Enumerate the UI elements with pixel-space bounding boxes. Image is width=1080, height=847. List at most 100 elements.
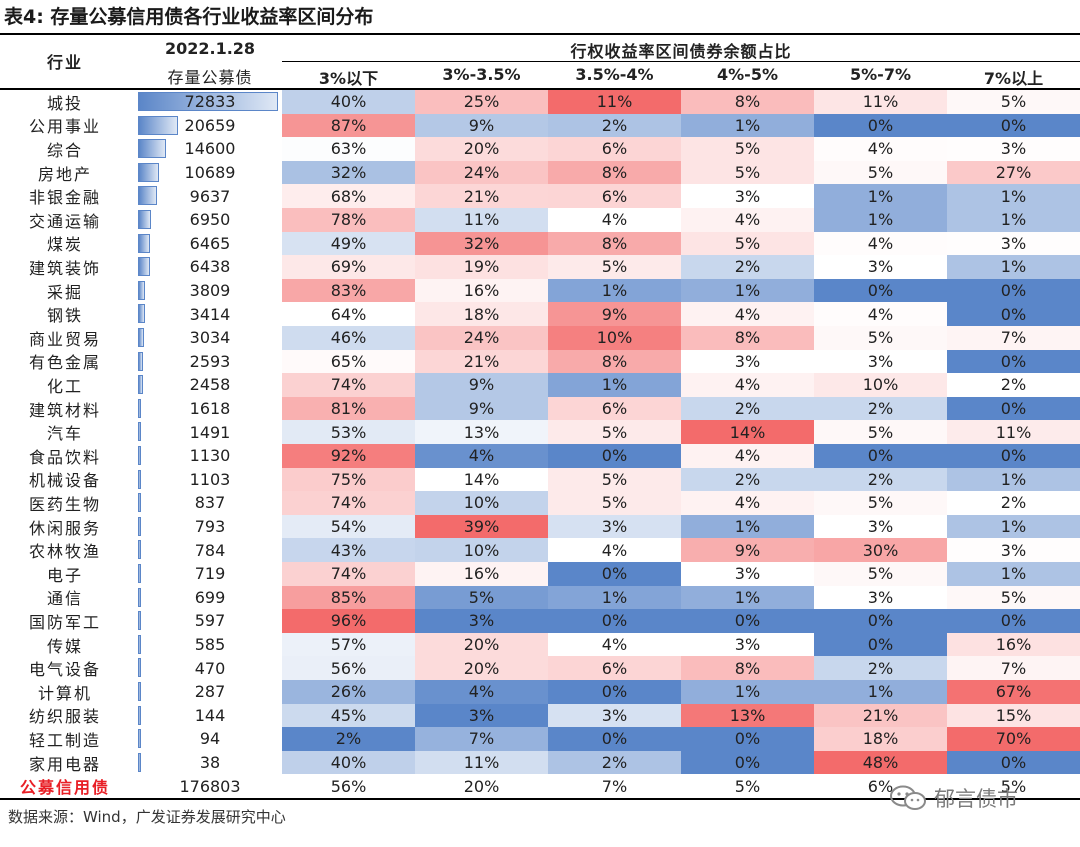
pct-cell: 18%	[415, 302, 548, 326]
pct-cell: 46%	[282, 326, 415, 350]
pct-cell: 0%	[814, 444, 947, 468]
pct-cell: 4%	[681, 373, 814, 397]
amount-value: 793	[194, 517, 226, 537]
watermark: 郁言债市	[888, 782, 1018, 814]
pct-cell: 4%	[814, 137, 947, 161]
pct-cell: 4%	[548, 632, 681, 657]
industry-label: 机械设备	[28, 471, 101, 491]
amount-bar	[138, 469, 141, 489]
amount-value: 287	[194, 682, 226, 702]
amount-value: 2458	[189, 375, 231, 395]
industry-label: 电气设备	[28, 660, 101, 680]
pct-cell: 11%	[415, 208, 548, 232]
pct-cell: 2%	[947, 491, 1080, 515]
amount-value: 20659	[184, 115, 236, 135]
pct-cell: 1%	[681, 278, 814, 303]
amount-value: 94	[199, 729, 221, 749]
pct-cell: 32%	[282, 160, 415, 185]
amount-value: 144	[194, 705, 226, 725]
amount-value: 784	[194, 540, 226, 560]
pct-cell: 1%	[681, 680, 814, 704]
header-industry: 行业	[46, 53, 83, 72]
amount-value: 699	[194, 587, 226, 607]
pct-cell: 11%	[814, 90, 947, 114]
industry-label: 轻工制造	[28, 730, 101, 750]
pct-cell: 30%	[814, 538, 947, 562]
header-bucket-1: 3%以下	[318, 69, 379, 88]
total-row: 公募信用债 176803 56% 20% 7% 5% 6% 5%	[0, 774, 1080, 798]
pct-cell: 1%	[947, 255, 1080, 279]
amount-bar	[138, 92, 278, 111]
pct-cell: 26%	[282, 680, 415, 704]
pct-cell: 70%	[947, 727, 1080, 751]
industry-label: 房地产	[37, 164, 92, 184]
amount-bar	[138, 398, 142, 418]
amount-value: 9637	[189, 186, 231, 206]
pct-cell: 8%	[548, 231, 681, 256]
table-row: 轻工制造 94 2% 7% 0% 0% 18% 70%	[0, 727, 1080, 751]
pct-cell: 40%	[282, 90, 415, 114]
pct-cell: 85%	[282, 585, 415, 610]
table-row: 纺织服装 144 45% 3% 3% 13% 21% 15%	[0, 703, 1080, 728]
pct-cell: 74%	[282, 373, 415, 397]
pct-cell: 5%	[814, 562, 947, 586]
table-row: 建筑装饰 6438 69% 19% 5% 2% 3% 1%	[0, 255, 1080, 279]
pct-cell: 65%	[282, 349, 415, 374]
pct-cell: 21%	[814, 703, 947, 728]
industry-label: 通信	[46, 589, 83, 609]
amount-bar	[138, 587, 141, 607]
table-row: 建筑材料 1618 81% 9% 6% 2% 2% 0%	[0, 396, 1080, 421]
pct-cell: 9%	[415, 396, 548, 421]
amount-value: 2593	[189, 351, 231, 371]
pct-cell: 3%	[814, 514, 947, 539]
header-divider	[282, 61, 1080, 62]
pct-cell: 5%	[415, 585, 548, 610]
pct-cell: 9%	[548, 302, 681, 326]
table-row: 传媒 585 57% 20% 4% 3% 0% 16%	[0, 632, 1080, 657]
pct-cell: 3%	[681, 562, 814, 586]
pct-cell: 32%	[415, 231, 548, 256]
industry-label: 非银金融	[28, 188, 101, 208]
pct-cell: 4%	[814, 302, 947, 326]
pct-cell: 7%	[548, 774, 681, 798]
amount-value: 1618	[189, 399, 231, 419]
pct-cell: 3%	[947, 231, 1080, 256]
pct-cell: 6%	[548, 396, 681, 421]
source-note: 数据来源：Wind，广发证券发展研究中心	[8, 808, 286, 826]
pct-cell: 3%	[548, 703, 681, 728]
pct-cell: 48%	[814, 750, 947, 775]
amount-bar	[138, 328, 144, 347]
pct-cell: 92%	[282, 444, 415, 468]
pct-cell: 24%	[415, 326, 548, 350]
table-row: 采掘 3809 83% 16% 1% 1% 0% 0%	[0, 278, 1080, 303]
pct-cell: 0%	[548, 609, 681, 633]
amount-value: 3809	[189, 281, 231, 301]
pct-cell: 2%	[814, 656, 947, 680]
table-row: 汽车 1491 53% 13% 5% 14% 5% 11%	[0, 420, 1080, 444]
industry-label: 煤炭	[46, 235, 83, 255]
pct-cell: 10%	[415, 538, 548, 562]
amount-bar	[138, 540, 141, 560]
pct-cell: 40%	[282, 750, 415, 775]
industry-label: 建筑材料	[28, 400, 101, 420]
table-row: 电子 719 74% 16% 0% 3% 5% 1%	[0, 562, 1080, 586]
amount-value: 585	[194, 635, 226, 655]
table-row: 通信 699 85% 5% 1% 1% 3% 5%	[0, 585, 1080, 610]
pct-cell: 1%	[681, 514, 814, 539]
pct-cell: 5%	[947, 585, 1080, 610]
pct-cell: 3%	[548, 514, 681, 539]
pct-cell: 3%	[814, 585, 947, 610]
amount-bar	[138, 375, 143, 395]
header-bucket-6: 7%以上	[983, 69, 1044, 88]
amount-bar	[138, 752, 141, 772]
amount-bar	[138, 516, 141, 536]
industry-label: 国防军工	[28, 612, 101, 632]
pct-cell: 3%	[681, 349, 814, 374]
amount-value: 6950	[189, 210, 231, 230]
industry-label: 食品饮料	[28, 447, 101, 467]
amount-bar	[138, 115, 178, 135]
amount-bar	[138, 446, 141, 465]
pct-cell: 5%	[548, 467, 681, 492]
pct-cell: 4%	[681, 444, 814, 468]
pct-cell: 21%	[415, 184, 548, 208]
